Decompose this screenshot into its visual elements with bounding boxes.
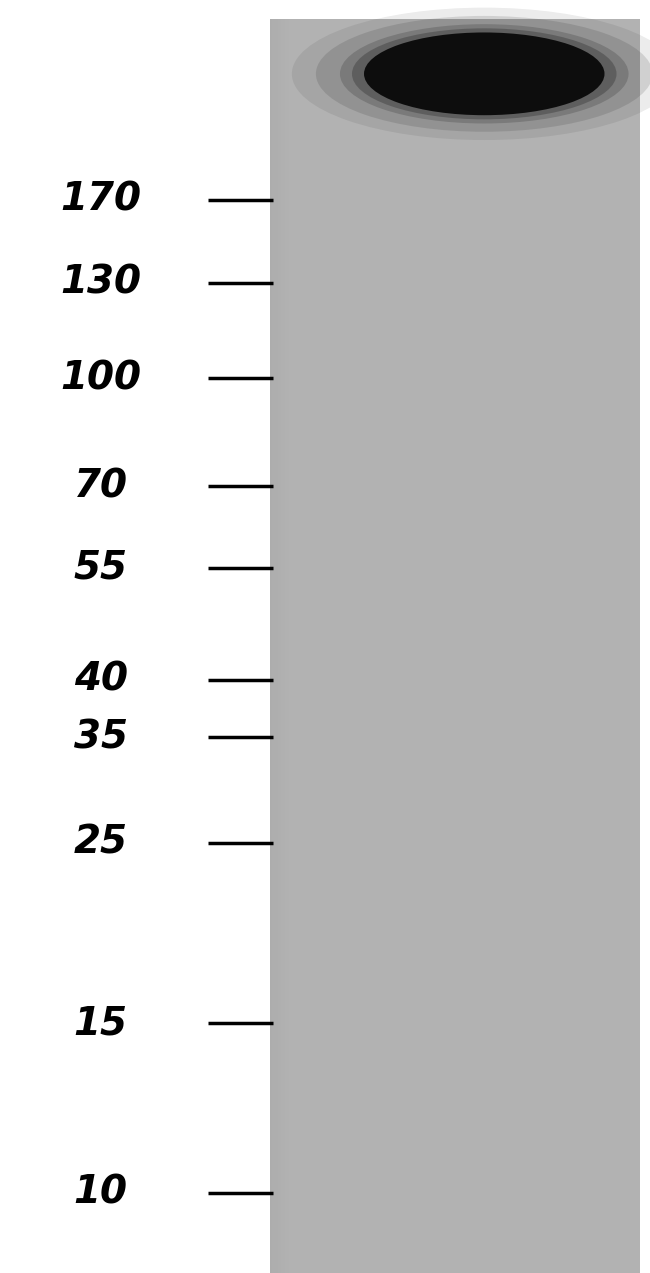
Bar xyxy=(285,19,287,1273)
Bar xyxy=(281,19,283,1273)
Bar xyxy=(287,19,288,1273)
Bar xyxy=(280,19,281,1273)
Ellipse shape xyxy=(340,24,629,123)
Text: 35: 35 xyxy=(73,718,128,756)
Bar xyxy=(288,19,289,1273)
Text: 15: 15 xyxy=(73,1004,128,1043)
Bar xyxy=(272,19,274,1273)
Ellipse shape xyxy=(316,17,650,132)
Text: 25: 25 xyxy=(73,824,128,862)
Bar xyxy=(283,19,284,1273)
Bar xyxy=(276,19,278,1273)
Ellipse shape xyxy=(364,33,604,116)
Text: 55: 55 xyxy=(73,549,128,587)
Text: 130: 130 xyxy=(60,264,141,302)
Bar xyxy=(278,19,279,1273)
Bar xyxy=(270,19,640,1273)
Bar xyxy=(275,19,276,1273)
Bar xyxy=(279,19,280,1273)
Text: 170: 170 xyxy=(60,181,141,219)
Bar xyxy=(284,19,285,1273)
Ellipse shape xyxy=(292,8,650,140)
Text: 40: 40 xyxy=(73,661,128,699)
Bar xyxy=(270,19,271,1273)
Text: 70: 70 xyxy=(73,467,128,505)
Ellipse shape xyxy=(352,28,616,120)
Text: 100: 100 xyxy=(60,359,141,397)
Bar xyxy=(274,19,275,1273)
Bar xyxy=(271,19,272,1273)
Text: 10: 10 xyxy=(73,1174,128,1212)
